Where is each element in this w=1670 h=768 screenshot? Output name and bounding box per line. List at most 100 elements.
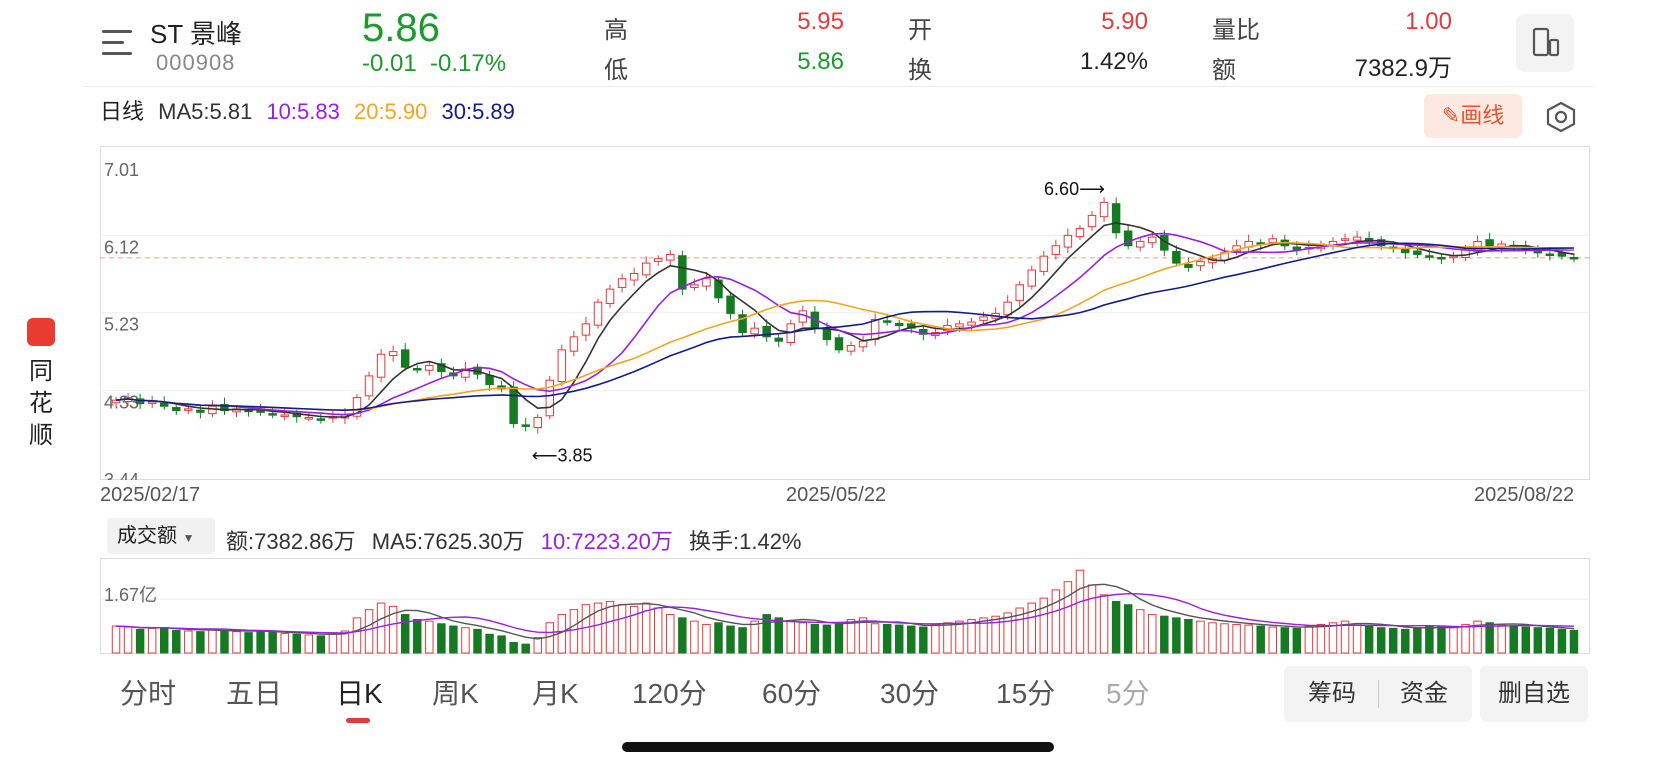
- volume-bar: [1111, 600, 1121, 654]
- volume-bar: [1123, 604, 1133, 654]
- volume-bar: [1533, 627, 1543, 654]
- candle-body: [509, 386, 518, 425]
- volume-bar: [449, 625, 458, 654]
- volume-bar: [1473, 620, 1482, 654]
- volume-bar: [533, 637, 542, 654]
- volume-bar: [328, 632, 338, 654]
- volume-bar: [1268, 626, 1277, 654]
- period-label[interactable]: 日线: [100, 99, 145, 124]
- volume-bar: [1328, 622, 1338, 654]
- high-annotation: 6.60⟶: [1044, 179, 1105, 199]
- volume-bar: [617, 604, 627, 654]
- volume-bar: [810, 623, 820, 654]
- landscape-toggle-button[interactable]: [1516, 14, 1574, 72]
- volume-bar: [1316, 623, 1326, 654]
- volume-bar: [774, 617, 783, 654]
- candle-body: [1172, 250, 1181, 264]
- volume-bar: [1569, 629, 1579, 654]
- tab-weekly-k[interactable]: 周K: [432, 678, 479, 709]
- menu-icon[interactable]: [102, 28, 136, 58]
- candle-body: [690, 284, 699, 288]
- volume-bar: [364, 609, 374, 654]
- volume-bar: [1015, 607, 1024, 654]
- home-indicator: [622, 742, 1054, 752]
- volume-bar: [1135, 609, 1145, 654]
- date-label-end: 2025/08/22: [1474, 484, 1575, 506]
- volume-bar: [147, 627, 157, 654]
- active-tab-underline: [346, 718, 370, 723]
- volume-bar: [1304, 625, 1314, 654]
- volume-tick-label: 1.67亿: [104, 585, 157, 605]
- volume-bar: [967, 619, 976, 654]
- volume-bar: [605, 600, 615, 654]
- chips-button[interactable]: 筹码: [1308, 680, 1356, 707]
- volume-bar: [485, 633, 494, 654]
- volume-indicator-select[interactable]: 成交额 ▼: [107, 518, 215, 554]
- volume-bar: [1376, 627, 1386, 654]
- volume-bar: [1449, 627, 1458, 654]
- volume-ma-line-10: [115, 592, 1575, 634]
- candle-body: [666, 253, 675, 261]
- candle-body: [1533, 250, 1543, 254]
- ma20-label: 20:5.90: [353, 99, 428, 124]
- candle-body: [750, 327, 759, 335]
- volume-bar: [256, 630, 265, 654]
- funds-button[interactable]: 资金: [1400, 680, 1448, 707]
- remove-watchlist-button[interactable]: 删自选: [1480, 666, 1588, 722]
- candle-body: [316, 418, 326, 421]
- volume-chart[interactable]: 1.67亿: [100, 558, 1590, 654]
- candle-body: [376, 353, 386, 378]
- volume-bar: [798, 622, 808, 654]
- tab-120min[interactable]: 120分: [632, 678, 707, 709]
- candle-body: [1545, 253, 1555, 257]
- candle-body: [702, 278, 711, 287]
- stat-value-open: 5.90: [1101, 8, 1148, 35]
- ma-legend: 日线 MA5:5.81 10:5.83 20:5.90 30:5.89: [100, 94, 523, 126]
- tab-daily-k[interactable]: 日K: [336, 678, 383, 709]
- settings-icon[interactable]: [1544, 100, 1578, 134]
- volume-bar: [593, 602, 603, 654]
- candle-body: [1003, 301, 1012, 316]
- tab-60min[interactable]: 60分: [762, 678, 822, 709]
- volume-bar: [172, 629, 181, 654]
- candle-body: [1075, 227, 1085, 238]
- kline-chart[interactable]: 7.01 6.12 5.23 4.33 3.44 6.60⟶ ⟵3.85: [100, 146, 1590, 480]
- tab-30min[interactable]: 30分: [880, 678, 940, 709]
- y-tick-label: 5.23: [104, 315, 139, 335]
- tab-15min[interactable]: 15分: [996, 678, 1056, 709]
- tab-5min[interactable]: 5分: [1106, 678, 1150, 709]
- volume-bar: [1545, 627, 1555, 654]
- pencil-icon: ✎: [1441, 103, 1461, 128]
- stat-label-low: 低: [604, 57, 628, 84]
- draw-line-button[interactable]: ✎画线: [1424, 94, 1522, 138]
- volume-bar: [352, 617, 362, 654]
- tab-monthly-k[interactable]: 月K: [532, 678, 579, 709]
- candle-body: [196, 409, 205, 413]
- volume-info: 额:7382.86万 MA5:7625.30万 10:7223.20万 换手:1…: [226, 524, 812, 556]
- candle-body: [955, 323, 964, 328]
- candle-body: [882, 320, 892, 323]
- y-tick-label: 7.01: [104, 160, 139, 180]
- volume-bar: [979, 617, 988, 654]
- volume-bar: [1051, 589, 1061, 654]
- candle-body: [1437, 256, 1446, 260]
- candle-body: [159, 402, 169, 407]
- volume-bar: [581, 604, 591, 654]
- volume-bar: [629, 605, 639, 654]
- volume-ma5: MA5:7625.30万: [371, 529, 525, 554]
- volume-bar: [991, 615, 1000, 654]
- candle-body: [822, 328, 832, 340]
- volume-bar: [1063, 581, 1073, 654]
- tab-five-day[interactable]: 五日: [226, 678, 283, 709]
- volume-bar: [1437, 626, 1446, 654]
- candle-body: [846, 345, 856, 352]
- volume-bar: [111, 625, 121, 654]
- volume-bar: [1184, 619, 1193, 654]
- brand-logo-icon: [27, 318, 55, 346]
- dropdown-icon: ▼: [182, 531, 195, 545]
- tab-intraday[interactable]: 分时: [120, 678, 177, 709]
- volume-bar: [220, 629, 229, 654]
- candle-body: [437, 363, 446, 373]
- candle-body: [774, 337, 783, 342]
- candle-body: [617, 278, 627, 288]
